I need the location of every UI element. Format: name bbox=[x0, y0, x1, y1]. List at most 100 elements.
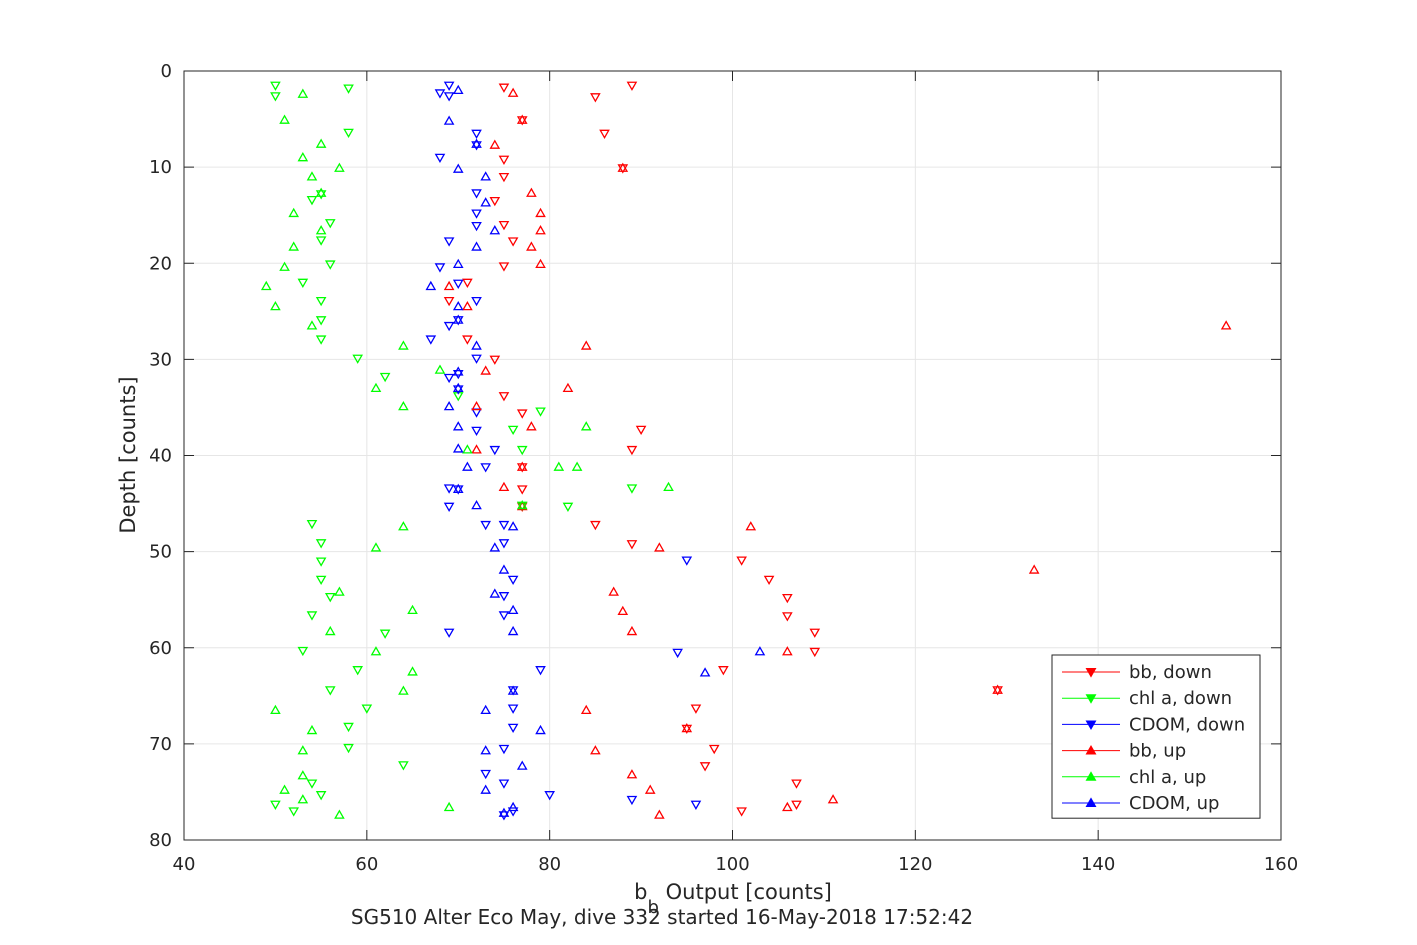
data-point bbox=[471, 499, 482, 510]
data-point bbox=[480, 197, 491, 207]
x-axis-ticks: 40 60 80 100 120 140 160 bbox=[173, 71, 1298, 875]
data-point bbox=[580, 421, 592, 431]
data-point bbox=[324, 219, 336, 229]
data-point bbox=[535, 407, 546, 417]
data-point bbox=[580, 704, 592, 715]
data-point bbox=[644, 784, 656, 794]
data-point bbox=[297, 88, 309, 98]
legend-label: bb, down bbox=[1129, 662, 1212, 683]
data-point bbox=[315, 225, 327, 235]
legend-marker bbox=[1085, 720, 1097, 731]
data-point bbox=[471, 209, 482, 219]
data-point bbox=[1220, 320, 1232, 330]
data-point bbox=[452, 300, 464, 311]
data-point bbox=[443, 801, 455, 812]
x-axis-label: bb Output [counts] bbox=[634, 880, 832, 918]
data-point bbox=[516, 445, 528, 456]
data-point bbox=[443, 628, 455, 638]
data-point bbox=[736, 556, 747, 566]
data-point bbox=[699, 667, 711, 677]
data-point bbox=[343, 722, 354, 733]
data-point bbox=[443, 373, 455, 384]
legend-marker bbox=[1085, 797, 1097, 807]
data-point bbox=[343, 743, 354, 754]
data-point bbox=[443, 296, 455, 307]
data-point bbox=[681, 556, 693, 566]
y-tick-label: 60 bbox=[149, 638, 172, 659]
data-point bbox=[626, 445, 638, 456]
data-point bbox=[544, 791, 555, 801]
x-axis-label-rest: Output [counts] bbox=[659, 880, 832, 904]
data-point bbox=[434, 153, 446, 164]
data-point bbox=[279, 784, 290, 794]
legend-marker bbox=[1085, 744, 1097, 755]
data-point bbox=[480, 745, 491, 755]
data-point bbox=[297, 152, 309, 162]
data-point bbox=[507, 87, 519, 97]
data-point bbox=[334, 162, 345, 172]
data-point bbox=[617, 605, 629, 616]
data-point bbox=[462, 444, 473, 454]
data-point bbox=[626, 769, 638, 779]
y-tick-label: 80 bbox=[149, 830, 172, 851]
data-point bbox=[498, 811, 510, 821]
data-point bbox=[516, 461, 528, 471]
data-point bbox=[992, 684, 1003, 694]
data-point bbox=[663, 481, 674, 492]
data-point bbox=[425, 280, 437, 291]
data-point bbox=[791, 800, 802, 810]
data-point bbox=[480, 365, 491, 375]
data-point bbox=[315, 316, 327, 326]
data-point bbox=[288, 207, 300, 218]
data-point bbox=[626, 625, 638, 636]
data-point bbox=[452, 84, 464, 95]
data-point bbox=[471, 354, 482, 364]
data-point bbox=[443, 237, 455, 247]
data-point bbox=[324, 593, 336, 603]
data-point bbox=[498, 744, 510, 755]
data-point bbox=[315, 236, 327, 246]
data-point bbox=[343, 128, 354, 139]
data-point bbox=[452, 314, 464, 324]
data-point bbox=[507, 575, 519, 586]
data-point bbox=[489, 355, 501, 365]
data-point bbox=[324, 686, 336, 696]
data-point bbox=[535, 666, 546, 676]
data-point bbox=[498, 262, 510, 272]
data-point bbox=[471, 241, 482, 251]
data-point bbox=[480, 769, 491, 780]
data-point bbox=[306, 611, 318, 621]
legend-label: chl a, up bbox=[1129, 767, 1206, 788]
legend-box bbox=[1051, 654, 1261, 819]
data-point bbox=[718, 666, 729, 676]
data-point bbox=[260, 280, 272, 291]
data-point bbox=[471, 189, 482, 199]
series-1 bbox=[270, 81, 638, 817]
data-point bbox=[462, 278, 473, 288]
data-point bbox=[462, 300, 473, 311]
data-point bbox=[443, 92, 455, 102]
data-point bbox=[782, 593, 793, 604]
data-point bbox=[288, 807, 300, 817]
data-point bbox=[763, 575, 775, 586]
data-point bbox=[407, 666, 418, 676]
data-point bbox=[370, 646, 382, 656]
data-point bbox=[279, 114, 290, 124]
x-tick-label: 140 bbox=[1081, 854, 1115, 875]
data-point bbox=[580, 340, 592, 350]
data-point bbox=[297, 646, 309, 657]
data-point bbox=[306, 724, 318, 735]
data-point bbox=[672, 648, 683, 659]
data-point bbox=[471, 426, 482, 437]
data-point bbox=[507, 704, 519, 714]
x-tick-label: 100 bbox=[715, 854, 749, 875]
data-point bbox=[315, 791, 327, 801]
data-point bbox=[498, 611, 510, 621]
data-point bbox=[434, 263, 446, 273]
data-point bbox=[562, 502, 574, 512]
data-point bbox=[334, 586, 345, 596]
data-point bbox=[498, 807, 510, 817]
data-point bbox=[471, 340, 482, 350]
data-point bbox=[480, 704, 491, 715]
data-point bbox=[379, 629, 391, 639]
